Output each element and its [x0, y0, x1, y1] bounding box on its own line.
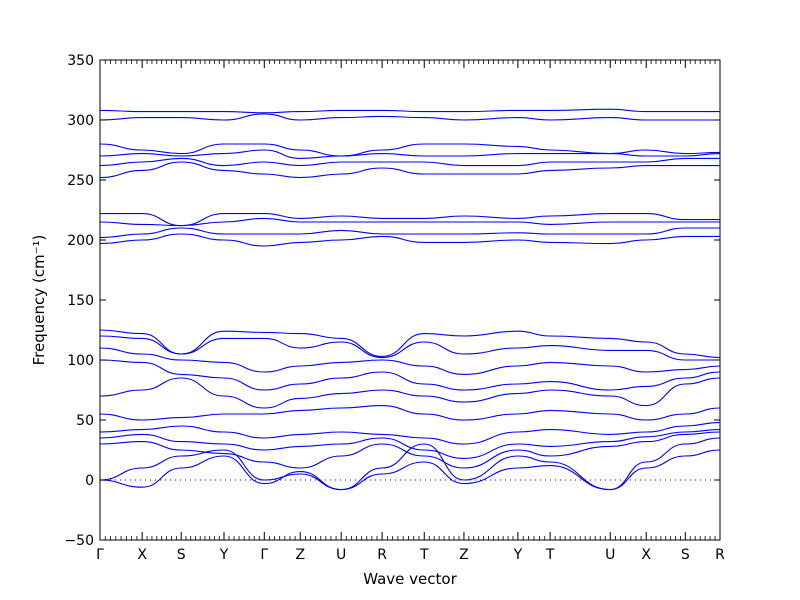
band-line-2: [100, 437, 720, 491]
y-tick-label: 350: [67, 53, 94, 69]
x-tick-label: T: [419, 547, 429, 563]
band-line-10: [100, 335, 720, 361]
band-line-18: [100, 149, 720, 159]
x-tick-label: Γ: [260, 547, 268, 563]
x-tick-label: X: [137, 547, 147, 563]
band-line-5: [100, 421, 720, 445]
band-line-15: [100, 213, 720, 227]
y-tick-label: 150: [67, 293, 94, 309]
x-tick-label: Y: [219, 547, 229, 563]
y-tick-label: 300: [67, 113, 94, 129]
x-tick-label: S: [681, 547, 690, 563]
x-tick-label: S: [177, 547, 186, 563]
band-line-13: [100, 227, 720, 239]
band-line-21: [100, 108, 720, 114]
plot-frame: [99, 59, 721, 541]
x-tick-label: Γ: [96, 547, 104, 563]
x-tick-label: Z: [459, 547, 469, 563]
y-tick-label: 100: [67, 353, 94, 369]
band-line-3: [100, 431, 720, 469]
x-tick-label: R: [377, 547, 387, 563]
x-tick-label: T: [545, 547, 555, 563]
band-line-9: [100, 347, 720, 375]
x-tick-label: Z: [295, 547, 305, 563]
bands-group: [100, 108, 720, 491]
x-tick-label: U: [336, 547, 346, 563]
x-tick-label: U: [605, 547, 615, 563]
y-axis-ticks: −50 0 50 100 150 200 250 300 350: [64, 53, 720, 549]
band-line-14: [100, 217, 720, 227]
y-tick-label: −50: [64, 533, 94, 549]
x-axis-label: Wave vector: [363, 570, 457, 588]
plot-area: [100, 108, 720, 491]
band-line-17: [100, 157, 720, 167]
y-tick-label: 50: [76, 413, 94, 429]
band-line-12: [100, 233, 720, 247]
x-tick-label: Y: [513, 547, 523, 563]
band-line-7: [100, 377, 720, 409]
x-tick-label: R: [715, 547, 725, 563]
y-tick-label: 200: [67, 233, 94, 249]
band-line-8: [100, 359, 720, 391]
band-line-19: [100, 143, 720, 157]
y-tick-label: 250: [67, 173, 94, 189]
band-line-4: [100, 429, 720, 459]
band-line-6: [100, 405, 720, 421]
x-tick-label: X: [641, 547, 651, 563]
y-axis-label: Frequency (cm⁻¹): [30, 235, 48, 366]
band-line-11: [100, 329, 720, 359]
y-tick-label: 0: [85, 473, 94, 489]
band-line-16: [100, 161, 720, 179]
band-line-20: [100, 113, 720, 121]
